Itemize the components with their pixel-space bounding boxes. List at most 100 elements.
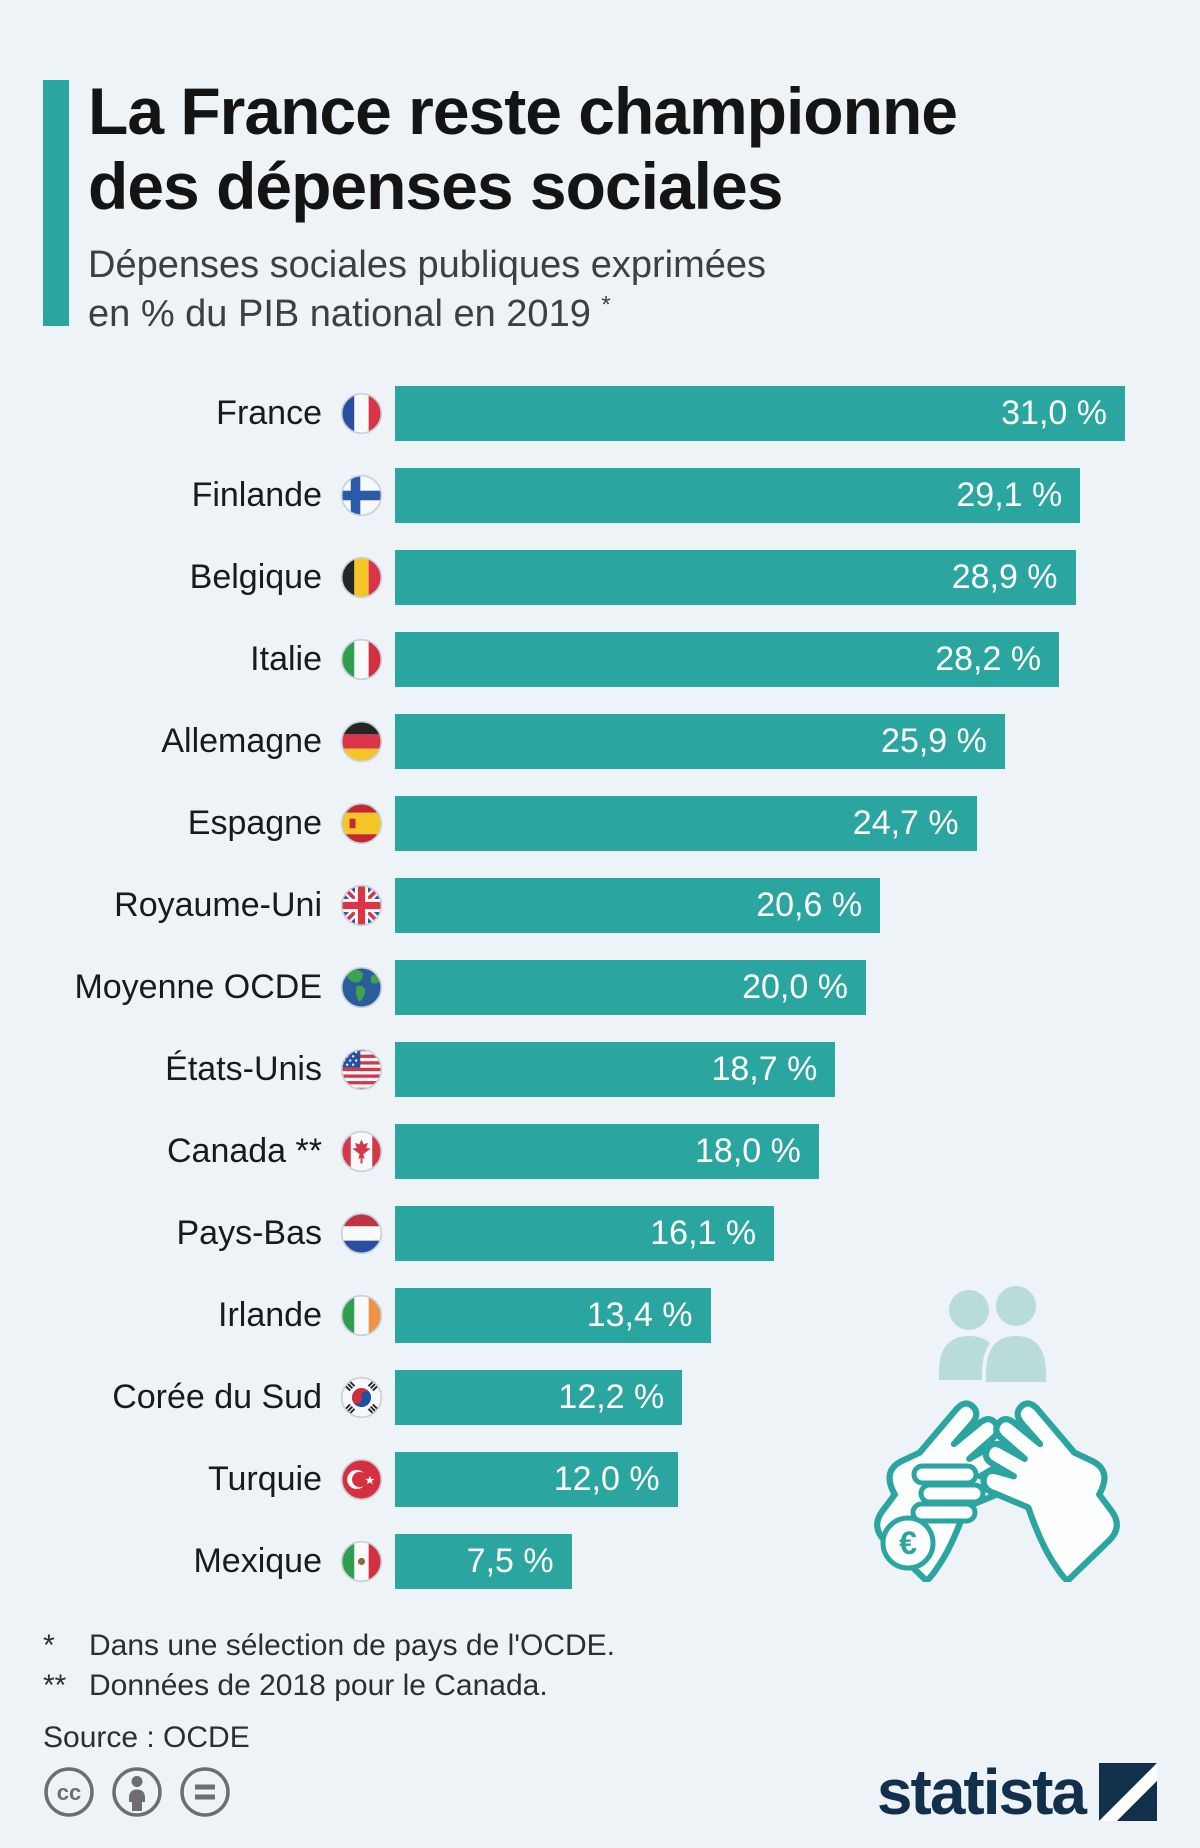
bar: 29,1 % — [395, 467, 1081, 523]
bar-track: 29,1 % — [395, 467, 1125, 523]
bar-track: 7,5 % — [395, 1533, 1125, 1589]
flag-ireland-icon — [340, 1294, 383, 1337]
country-label: Moyenne OCDE — [74, 967, 322, 1006]
bar-row: Royaume-Uni 20,6 % — [0, 864, 1125, 946]
bar-row: Turquie 12,0 % — [0, 1438, 1125, 1520]
bar-row: États-Unis 18,7 % — [0, 1028, 1125, 1110]
bar: 20,6 % — [395, 877, 881, 933]
bar-row: Finlande 29,1 % — [0, 454, 1125, 536]
bar-row: Moyenne OCDE 20,0 % — [0, 946, 1125, 1028]
equal-icon[interactable] — [179, 1766, 231, 1818]
bar-row: Pays-Bas 16,1 % — [0, 1192, 1125, 1274]
footnote-2-marker: ** — [43, 1669, 67, 1703]
bar: 18,7 % — [395, 1041, 836, 1097]
country-label: Royaume-Uni — [114, 885, 322, 924]
globe-icon — [340, 966, 383, 1009]
people-icon — [939, 1282, 1050, 1386]
bar-track: 16,1 % — [395, 1205, 1125, 1261]
bar-chart: France 31,0 % Finlande 29,1 % Belgique — [0, 372, 1200, 1602]
country-label: Allemagne — [161, 721, 322, 760]
flag-belgium-icon — [340, 556, 383, 599]
bar-value-label: 12,2 % — [558, 1377, 665, 1416]
bar: 28,2 % — [395, 631, 1060, 687]
footnotes: * Dans une sélection de pays de l'OCDE. … — [43, 1626, 1200, 1758]
bar-track: 18,7 % — [395, 1041, 1125, 1097]
attribution-icon[interactable] — [111, 1766, 163, 1818]
bar: 12,0 % — [395, 1451, 678, 1507]
bar: 31,0 % — [395, 385, 1125, 441]
country-label: Italie — [250, 639, 322, 678]
bar: 20,0 % — [395, 959, 866, 1015]
bar-track: 20,0 % — [395, 959, 1125, 1015]
bar-value-label: 18,7 % — [711, 1049, 818, 1088]
country-label: Finlande — [191, 475, 322, 514]
flag-spain-icon — [340, 802, 383, 845]
bar-row: Irlande 13,4 % — [0, 1274, 1125, 1356]
flag-italy-icon — [340, 638, 383, 681]
bar-row: Belgique 28,9 % — [0, 536, 1125, 618]
bar-value-label: 13,4 % — [586, 1295, 693, 1334]
bar-value-label: 24,7 % — [852, 803, 959, 842]
flag-usa-icon — [340, 1048, 383, 1091]
footnote-2-text: Données de 2018 pour le Canada. — [89, 1669, 548, 1703]
country-label: Belgique — [189, 557, 322, 596]
country-label: Irlande — [218, 1295, 322, 1334]
statista-logo-mark — [1099, 1763, 1157, 1821]
bar-track: 20,6 % — [395, 877, 1125, 933]
bar: 24,7 % — [395, 795, 977, 851]
coins-icon — [880, 1463, 986, 1571]
country-label: Pays-Bas — [176, 1213, 323, 1252]
bar-track: 31,0 % — [395, 385, 1125, 441]
flag-germany-icon — [340, 720, 383, 763]
title-accent-bar — [43, 80, 69, 326]
bar-value-label: 18,0 % — [695, 1131, 801, 1170]
bar-track: 28,9 % — [395, 549, 1125, 605]
right-hand-icon — [980, 1400, 1120, 1582]
country-label: Corée du Sud — [112, 1377, 322, 1416]
flag-turkey-icon — [340, 1458, 383, 1501]
bar: 13,4 % — [395, 1287, 711, 1343]
country-label: États-Unis — [165, 1049, 322, 1088]
bar-row: Mexique 7,5 % — [0, 1520, 1125, 1602]
bar-value-label: 16,1 % — [650, 1213, 757, 1252]
page-title: La France reste championne des dépenses s… — [88, 74, 958, 223]
country-label: France — [216, 393, 322, 432]
flag-canada-icon — [340, 1130, 383, 1173]
bar-value-label: 20,6 % — [756, 885, 863, 924]
statista-logo[interactable]: statista — [877, 1760, 1157, 1824]
flag-south-korea-icon — [340, 1376, 383, 1419]
bar-track: 18,0 % — [395, 1123, 1125, 1179]
subtitle-footnote-marker: * — [601, 291, 611, 319]
country-label: Mexique — [193, 1541, 322, 1580]
flag-finland-icon — [340, 474, 383, 517]
bar-track: 12,2 % — [395, 1369, 1125, 1425]
bar-value-label: 31,0 % — [1001, 393, 1107, 432]
bar-value-label: 25,9 % — [881, 721, 987, 760]
flag-mexico-icon — [340, 1540, 383, 1583]
footnote-1: * Dans une sélection de pays de l'OCDE. — [43, 1626, 1200, 1666]
bar-value-label: 29,1 % — [956, 475, 1063, 514]
bar-row: Espagne 24,7 % — [0, 782, 1125, 864]
bar-track: 28,2 % — [395, 631, 1125, 687]
country-label: Espagne — [187, 803, 322, 842]
bar-value-label: 20,0 % — [742, 967, 848, 1006]
bar-row: France 31,0 % — [0, 372, 1125, 454]
bar: 7,5 % — [395, 1533, 572, 1589]
chart-subtitle: Dépenses sociales publiques exprimées en… — [88, 244, 767, 335]
bar-row: Allemagne 25,9 % — [0, 700, 1125, 782]
euro-symbol: € — [899, 1525, 917, 1561]
cc-label: cc — [57, 1780, 81, 1805]
source-line: Source : OCDE — [43, 1721, 250, 1755]
footnote-2: ** Données de 2018 pour le Canada. — [43, 1666, 1200, 1706]
license-icons[interactable]: cc — [43, 1766, 231, 1818]
cc-icon[interactable]: cc — [43, 1766, 95, 1818]
bar: 12,2 % — [395, 1369, 683, 1425]
country-label: Turquie — [207, 1459, 322, 1498]
country-label: Canada ** — [166, 1131, 322, 1170]
bar-value-label: 28,9 % — [951, 557, 1058, 596]
bar-value-label: 28,2 % — [935, 639, 1042, 678]
bar-value-label: 7,5 % — [466, 1541, 554, 1580]
bar-row: Corée du Sud 12,2 % — [0, 1356, 1125, 1438]
header: La France reste championne des dépenses s… — [0, 0, 1200, 338]
